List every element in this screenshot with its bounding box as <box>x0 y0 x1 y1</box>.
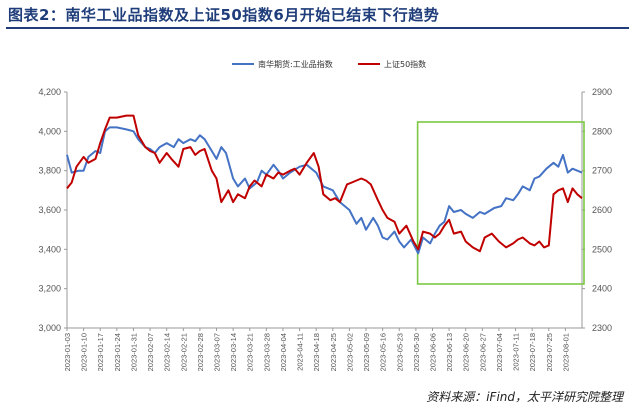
x-tick-label: 2023-02-28 <box>196 333 205 371</box>
x-tick-label: 2023-01-17 <box>96 333 105 371</box>
y-right-tick-label: 2600 <box>592 205 612 215</box>
chart-axes: 3,000 3,200 3,400 3,600 3,800 4,000 4,200 2300 2… <box>38 87 612 371</box>
y-left-tick-label: 3,400 <box>38 244 61 254</box>
x-tick-label: 2023-05-16 <box>379 333 388 371</box>
x-tick-label: 2023-03-28 <box>262 333 271 371</box>
y-right-tick-label: 2300 <box>592 323 612 333</box>
x-tick-label: 2023-06-06 <box>428 333 437 371</box>
title-rule <box>6 27 629 29</box>
x-tick-label: 2023-02-21 <box>179 333 188 371</box>
y-right-tick-label: 2900 <box>592 87 612 97</box>
x-tick-label: 2023-03-14 <box>229 333 238 371</box>
x-tick-label: 2023-05-09 <box>362 333 371 371</box>
x-tick-label: 2023-04-11 <box>296 333 305 371</box>
y-right-tick-label: 2700 <box>592 166 612 176</box>
highlight-box <box>416 121 585 285</box>
x-tick-label: 2023-06-13 <box>445 333 454 371</box>
legend-label-1: 南华期货:工业品指数 <box>258 59 333 69</box>
x-tick-label: 2023-07-04 <box>495 333 504 371</box>
x-tick-label: 2023-06-27 <box>478 333 487 371</box>
x-tick-label: 2023-01-03 <box>63 333 72 371</box>
y-right-tick-label: 2500 <box>592 244 612 254</box>
chart-series-group <box>66 114 583 255</box>
x-tick-label: 2023-04-04 <box>279 333 288 371</box>
y-left-tick-label: 3,200 <box>38 284 61 294</box>
x-tick-label: 2023-02-14 <box>163 333 172 371</box>
highlight-box-group <box>416 121 585 285</box>
x-tick-label: 2023-02-07 <box>146 333 155 371</box>
x-tick-label: 2023-01-10 <box>80 333 89 371</box>
series-line-1 <box>66 126 583 255</box>
y-right-tick-label: 2400 <box>592 284 612 294</box>
chart-legend: 南华期货:工业品指数 上证50指数 <box>232 59 426 69</box>
y-left-tick-label: 4,200 <box>38 87 61 97</box>
x-tick-label: 2023-05-30 <box>412 333 421 371</box>
x-tick-label: 2023-05-02 <box>345 333 354 371</box>
legend-label-2: 上证50指数 <box>384 59 426 69</box>
y-left-tick-label: 4,000 <box>38 126 61 136</box>
y-left-tick-label: 3,000 <box>38 323 61 333</box>
figure-title: 图表2：南华工业品指数及上证50指数6月开始已结束下行趋势 <box>8 6 440 24</box>
x-tick-label: 2023-07-11 <box>512 333 521 371</box>
x-tick-label: 2023-07-18 <box>528 333 537 371</box>
x-tick-label: 2023-04-25 <box>329 333 338 371</box>
x-tick-label: 2023-07-25 <box>545 333 554 371</box>
source-note: 资料来源：iFind，太平洋研究院整理 <box>426 390 623 404</box>
x-tick-label: 2023-06-20 <box>462 333 471 371</box>
y-left-tick-label: 3,800 <box>38 166 61 176</box>
x-tick-label: 2023-01-31 <box>129 333 138 371</box>
x-tick-label: 2023-03-21 <box>246 333 255 371</box>
y-right-tick-label: 2800 <box>592 126 612 136</box>
x-tick-label: 2023-03-07 <box>213 333 222 371</box>
y-left-tick-label: 3,600 <box>38 205 61 215</box>
x-tick-label: 2023-01-24 <box>113 333 122 371</box>
series-line-2 <box>66 114 583 253</box>
x-tick-label: 2023-08-01 <box>561 333 570 371</box>
x-tick-label: 2023-05-23 <box>395 333 404 371</box>
x-tick-label: 2023-04-18 <box>312 333 321 371</box>
